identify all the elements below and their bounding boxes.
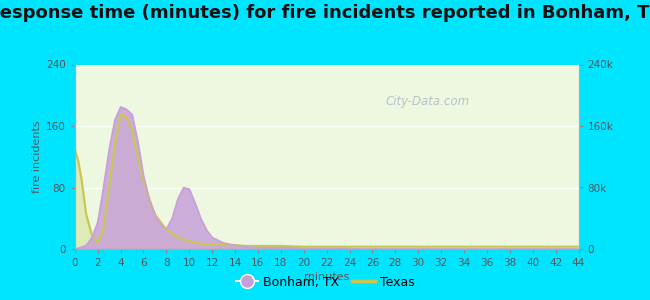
Legend: Bonham, TX, Texas: Bonham, TX, Texas [231, 271, 419, 294]
X-axis label: minutes: minutes [304, 272, 349, 282]
Text: City-Data.com: City-Data.com [385, 95, 469, 108]
Y-axis label: fire incidents: fire incidents [32, 120, 42, 193]
Text: Response time (minutes) for fire incidents reported in Bonham, TX: Response time (minutes) for fire inciden… [0, 4, 650, 22]
